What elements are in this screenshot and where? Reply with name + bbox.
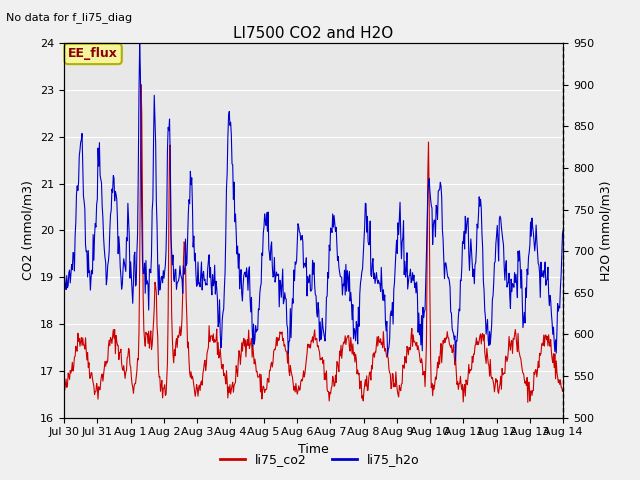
li75_co2 (120, 369, 128, 374)
Text: No data for f_li75_diag: No data for f_li75_diag (6, 12, 132, 23)
li75_h2o (120, 260, 128, 266)
Y-axis label: CO2 (mmol/m3): CO2 (mmol/m3) (22, 180, 35, 280)
Line: li75_h2o: li75_h2o (64, 43, 563, 361)
li75_h2o (389, 321, 397, 327)
li75_co2 (524, 399, 532, 405)
li75_co2 (69, 368, 77, 374)
li75_h2o (136, 40, 143, 46)
li75_h2o (69, 250, 77, 255)
Title: LI7500 CO2 and H2O: LI7500 CO2 and H2O (234, 25, 394, 41)
Legend: li75_co2, li75_h2o: li75_co2, li75_h2o (215, 448, 425, 471)
li75_h2o (452, 358, 460, 364)
li75_h2o (374, 277, 382, 283)
li75_co2 (137, 82, 145, 87)
li75_co2 (60, 384, 68, 390)
li75_h2o (198, 287, 206, 293)
Line: li75_co2: li75_co2 (64, 84, 563, 402)
li75_co2 (198, 382, 206, 388)
Y-axis label: H2O (mmol/m3): H2O (mmol/m3) (600, 180, 612, 281)
li75_co2 (374, 334, 382, 339)
X-axis label: Time: Time (298, 443, 329, 456)
li75_h2o (172, 266, 180, 272)
Text: EE_flux: EE_flux (68, 48, 118, 60)
li75_co2 (559, 387, 567, 393)
li75_co2 (389, 372, 397, 377)
li75_h2o (60, 269, 68, 275)
li75_h2o (559, 227, 567, 233)
li75_co2 (172, 340, 180, 346)
